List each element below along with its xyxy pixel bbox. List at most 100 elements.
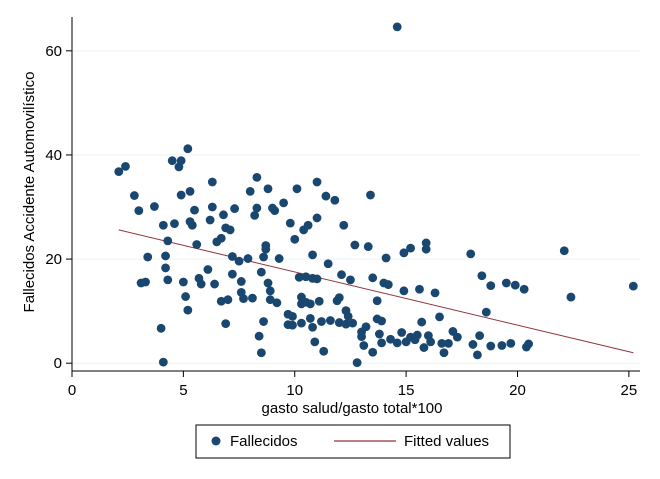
data-point-22 <box>183 305 193 315</box>
data-point-79 <box>292 184 302 194</box>
y-tick-label-0: 0 <box>54 355 62 372</box>
data-point-6 <box>143 252 153 262</box>
data-point-48 <box>236 277 246 286</box>
y-tick-label-40: 40 <box>45 147 62 164</box>
data-point-158 <box>468 340 478 349</box>
data-point-128 <box>377 316 387 326</box>
data-point-99 <box>319 346 329 356</box>
data-point-80 <box>294 272 304 282</box>
data-point-65 <box>263 278 273 288</box>
data-point-106 <box>334 318 344 327</box>
data-point-88 <box>305 314 315 323</box>
data-point-119 <box>361 322 371 332</box>
data-point-85 <box>301 272 311 282</box>
data-point-161 <box>477 271 487 281</box>
data-point-95 <box>312 213 322 223</box>
data-point-55 <box>252 203 262 213</box>
data-point-54 <box>250 210 260 220</box>
data-point-103 <box>330 195 340 205</box>
data-point-72 <box>279 198 289 208</box>
data-point-43 <box>225 225 235 235</box>
data-point-1 <box>121 162 130 171</box>
data-point-153 <box>439 348 449 358</box>
data-point-50 <box>239 294 248 304</box>
data-point-157 <box>466 249 476 259</box>
data-point-52 <box>245 186 255 196</box>
x-axis-title: gasto salud/gasto total*100 <box>262 400 443 417</box>
data-point-56 <box>252 172 262 182</box>
data-point-15 <box>167 156 177 166</box>
data-point-113 <box>348 318 358 328</box>
data-point-0 <box>114 167 124 177</box>
data-point-3 <box>134 206 144 216</box>
legend-label-fitted-values: Fitted values <box>404 433 489 450</box>
data-point-40 <box>221 319 231 329</box>
data-point-57 <box>254 331 264 341</box>
data-point-132 <box>386 334 395 344</box>
data-point-11 <box>161 251 170 261</box>
data-point-152 <box>437 339 447 348</box>
data-point-123 <box>368 347 378 357</box>
data-point-75 <box>285 218 295 228</box>
data-point-112 <box>346 275 355 285</box>
data-point-10 <box>158 220 168 230</box>
data-point-51 <box>243 254 253 263</box>
data-point-137 <box>399 286 409 296</box>
data-point-97 <box>314 296 324 306</box>
data-point-140 <box>406 243 415 253</box>
data-point-164 <box>486 341 496 351</box>
y-axis-title: Fallecidos Accidente Automovilístico <box>21 72 38 313</box>
legend: Fallecidos Fitted values <box>195 424 511 459</box>
data-point-26 <box>187 220 197 230</box>
data-point-9 <box>158 357 168 367</box>
data-point-5 <box>141 277 150 287</box>
data-point-120 <box>363 242 373 251</box>
data-point-131 <box>383 280 393 289</box>
data-point-20 <box>178 277 188 287</box>
data-point-35 <box>210 279 219 289</box>
data-point-53 <box>248 293 257 303</box>
fitted-values-line <box>118 229 634 354</box>
data-point-61 <box>259 252 268 262</box>
data-point-169 <box>519 284 529 294</box>
data-point-18 <box>176 156 186 166</box>
data-point-78 <box>290 234 300 244</box>
data-point-145 <box>419 343 429 352</box>
data-point-156 <box>452 332 462 342</box>
data-point-146 <box>421 238 431 248</box>
data-point-98 <box>317 317 326 326</box>
data-point-150 <box>430 288 440 298</box>
data-point-8 <box>156 323 166 333</box>
data-point-105 <box>334 293 344 302</box>
data-point-39 <box>219 210 228 220</box>
data-point-69 <box>270 206 280 216</box>
data-point-47 <box>234 256 244 266</box>
data-point-121 <box>366 190 375 200</box>
data-point-107 <box>337 270 346 280</box>
data-point-21 <box>181 292 191 301</box>
data-point-34 <box>207 202 217 212</box>
data-point-174 <box>628 281 638 291</box>
data-point-96 <box>312 274 322 284</box>
data-point-127 <box>377 338 387 348</box>
data-point-45 <box>227 269 237 279</box>
data-point-159 <box>472 350 482 360</box>
data-point-30 <box>196 279 206 289</box>
data-point-63 <box>261 241 271 250</box>
data-point-12 <box>161 263 170 273</box>
data-point-151 <box>435 312 444 322</box>
x-tick-label-15: 15 <box>398 382 415 399</box>
data-point-66 <box>265 295 275 305</box>
data-point-37 <box>216 296 226 306</box>
data-point-87 <box>303 220 313 230</box>
data-point-24 <box>185 186 195 196</box>
data-point-114 <box>350 240 360 250</box>
data-point-71 <box>274 254 284 263</box>
data-point-46 <box>230 204 240 213</box>
x-tick-label-0: 0 <box>68 382 76 399</box>
data-point-136 <box>399 248 409 258</box>
data-point-42 <box>223 295 233 305</box>
data-point-154 <box>444 339 453 348</box>
data-point-171 <box>524 339 534 349</box>
